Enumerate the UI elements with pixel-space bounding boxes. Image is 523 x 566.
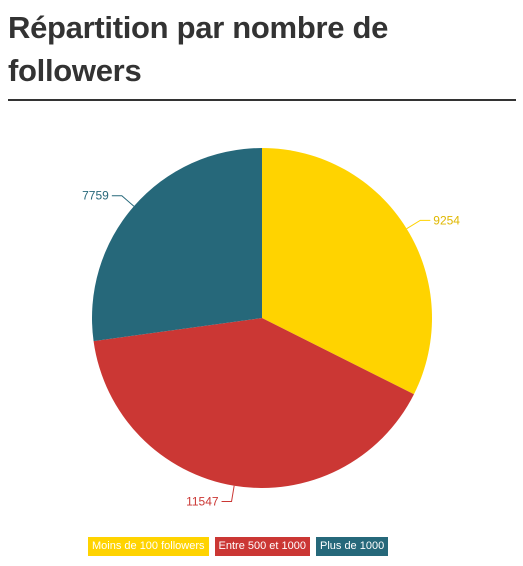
legend-item-3: Plus de 1000 [315, 537, 389, 556]
legend-item-1: Moins de 100 followers [88, 537, 209, 556]
chart-legend: Moins de 100 followers Entre 500 et 1000 P… [88, 537, 389, 556]
pie-slices [91, 148, 432, 489]
chart-title: Répartition par nombre de followers [8, 10, 389, 88]
pie-slice-2 [93, 318, 414, 489]
title-divider [8, 99, 516, 101]
slice-leader-line-2 [221, 485, 235, 502]
pie-slice-3 [91, 148, 262, 342]
slice-data-label-3: 7759 [82, 189, 109, 203]
pie-chart: 9254 11547 7759 [82, 148, 460, 509]
slice-leader-lines [111, 195, 431, 502]
slice-leader-line-3 [111, 195, 135, 207]
pie-slice-1 [262, 148, 432, 395]
slice-leader-line-1 [406, 219, 431, 230]
slice-data-label-2: 11547 [186, 494, 219, 508]
slice-data-label-1: 9254 [433, 213, 460, 227]
slice-data-labels: 9254 11547 7759 [82, 189, 460, 509]
legend-item-2: Entre 500 et 1000 [214, 537, 310, 556]
